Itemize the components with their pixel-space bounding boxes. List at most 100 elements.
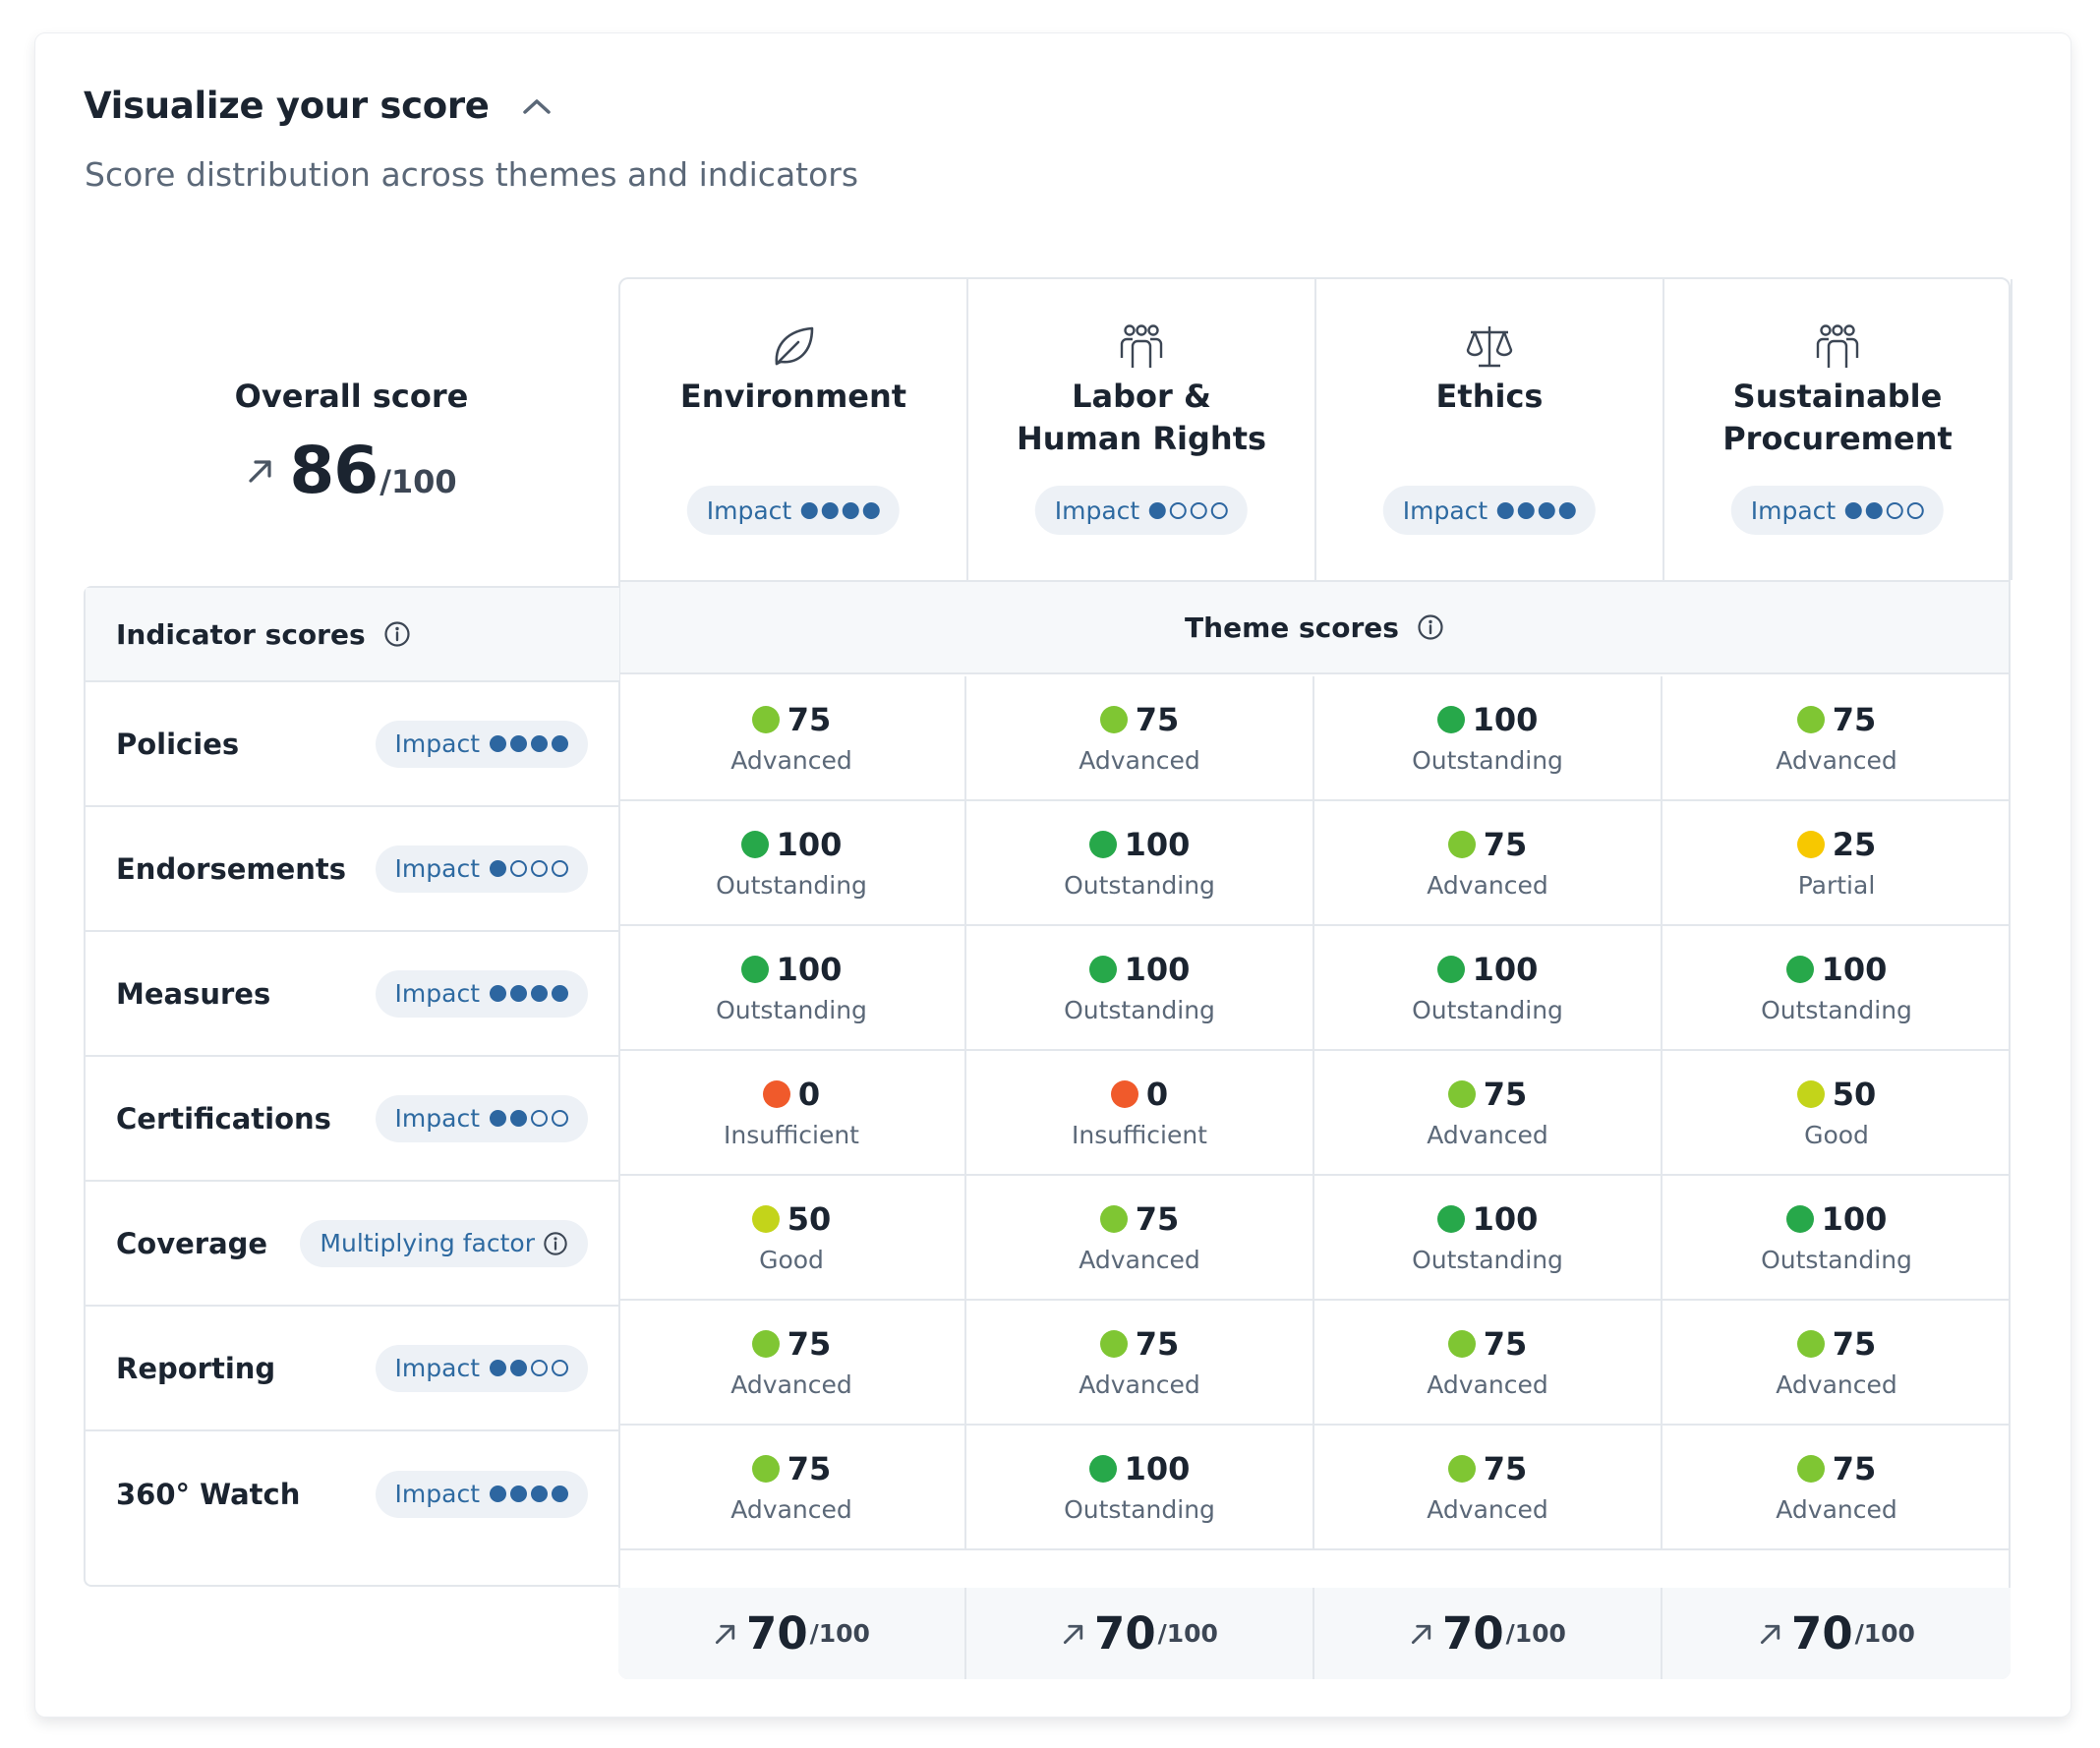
score-value: 75 <box>1832 1325 1877 1363</box>
score-cell: 50 Good <box>618 1176 966 1299</box>
score-label: Good <box>759 1246 824 1274</box>
indicator-impact-pill: Impact <box>375 1344 588 1392</box>
status-dot <box>1088 1455 1117 1483</box>
score-value: 75 <box>1135 1325 1180 1363</box>
info-icon[interactable] <box>543 1231 568 1256</box>
status-dot <box>1447 1455 1476 1483</box>
score-cell: 75 Advanced <box>1662 676 2011 799</box>
impact-dot <box>1539 501 1556 519</box>
indicator-name: Measures <box>116 976 271 1011</box>
impact-dot <box>552 985 568 1002</box>
score-value: 100 <box>1472 951 1539 988</box>
impact-dot <box>531 1110 548 1127</box>
indicator-row: Measures Impact <box>86 932 619 1057</box>
score-cell: 100 Outstanding <box>1314 676 1662 799</box>
score-value: 75 <box>1135 701 1180 738</box>
score-cell: 0 Insufficient <box>966 1051 1314 1174</box>
impact-dot <box>531 1486 548 1502</box>
status-dot <box>751 1205 780 1233</box>
indicator-impact-pill: Impact <box>375 1094 588 1142</box>
theme-total-score: 70/100 <box>1662 1588 2011 1679</box>
collapse-chevron-up-icon[interactable] <box>517 87 556 126</box>
impact-dot <box>822 501 840 519</box>
status-dot <box>762 1080 790 1108</box>
indicator-row: Reporting Impact <box>86 1307 619 1431</box>
overall-score-label: Overall score <box>234 378 469 415</box>
status-dot <box>751 706 780 733</box>
score-value: 75 <box>787 1325 832 1363</box>
arrow-up-right-icon <box>1758 1621 1783 1647</box>
score-value: 75 <box>1483 1450 1528 1487</box>
impact-dots <box>490 860 568 877</box>
status-dot <box>740 956 769 983</box>
impact-dots <box>801 501 881 519</box>
theme-name: Ethics <box>1435 378 1544 415</box>
indicator-name: 360° Watch <box>116 1477 301 1511</box>
score-cell: 100 Outstanding <box>618 926 966 1049</box>
impact-dot <box>552 1360 568 1376</box>
score-cell: 75 Advanced <box>1314 1051 1662 1174</box>
score-value: 100 <box>1124 1450 1191 1487</box>
score-label: Outstanding <box>1064 1495 1215 1524</box>
score-row: 100 Outstanding 100 Outstanding 100 Outstandi… <box>618 926 2011 1051</box>
impact-dot <box>1887 501 1904 519</box>
score-cell: 75 Advanced <box>1314 1426 1662 1548</box>
impact-dot <box>510 985 527 1002</box>
status-dot <box>1099 1330 1128 1358</box>
impact-dot <box>531 985 548 1002</box>
impact-dot <box>490 735 506 752</box>
status-dot <box>1796 1330 1825 1358</box>
score-cell: 75 Advanced <box>1314 1301 1662 1424</box>
indicator-impact-pill: Impact <box>375 969 588 1018</box>
status-dot <box>1796 1455 1825 1483</box>
score-row: 75 Advanced 75 Advanced 75 Advanced 75 Advanced <box>618 1301 2011 1426</box>
impact-dot <box>801 501 819 519</box>
status-dot <box>1447 1080 1476 1108</box>
indicator-row: Coverage Multiplying factor <box>86 1182 619 1307</box>
card-subtitle: Score distribution across themes and ind… <box>85 155 859 194</box>
indicators-table: Indicator scores Policies Impact Endorseme… <box>84 586 619 1587</box>
score-value: 100 <box>1821 1200 1888 1238</box>
info-icon[interactable] <box>383 620 411 648</box>
score-row: 50 Good 75 Advanced 100 Outstanding 100 Outstan… <box>618 1176 2011 1301</box>
score-cell: 75 Advanced <box>1662 1301 2011 1424</box>
score-cell: 0 Insufficient <box>618 1051 966 1174</box>
arrow-up-right-icon <box>713 1621 738 1647</box>
status-dot <box>751 1330 780 1358</box>
score-cell: 75 Advanced <box>1662 1426 2011 1548</box>
impact-dot <box>1559 501 1577 519</box>
indicator-name: Certifications <box>116 1101 331 1136</box>
overall-score: Overall score 86 /100 <box>84 378 619 508</box>
impact-dots <box>1149 501 1229 519</box>
impact-dots <box>490 1360 568 1376</box>
impact-dot <box>510 860 527 877</box>
theme-name: Sustainable Procurement <box>1722 378 1953 457</box>
theme-column: Ethics Impact <box>1316 279 1664 580</box>
impact-dot <box>1497 501 1515 519</box>
score-label: Advanced <box>1427 1370 1548 1399</box>
indicator-impact-pill: Impact <box>375 1470 588 1518</box>
score-label: Advanced <box>1427 1495 1548 1524</box>
impact-dot <box>510 1360 527 1376</box>
score-label: Advanced <box>730 1495 852 1524</box>
score-label: Advanced <box>1079 746 1200 775</box>
card-title: Visualize your score <box>84 85 490 127</box>
score-label: Advanced <box>1427 1121 1548 1149</box>
arrow-up-right-icon <box>1061 1621 1086 1647</box>
indicator-impact-pill: Impact <box>375 845 588 893</box>
impact-dot <box>490 1110 506 1127</box>
people-group-icon <box>968 322 1314 374</box>
score-label: Outstanding <box>1064 871 1215 900</box>
theme-total-score: 70/100 <box>966 1588 1314 1679</box>
score-cell: 75 Advanced <box>1314 801 1662 924</box>
score-value: 100 <box>776 951 843 988</box>
impact-dot <box>531 860 548 877</box>
impact-dot <box>1866 501 1884 519</box>
score-cell: 100 Outstanding <box>1314 1176 1662 1299</box>
impact-dot <box>1518 501 1536 519</box>
info-icon[interactable] <box>1417 613 1444 641</box>
score-cell: 100 Outstanding <box>1662 926 2011 1049</box>
impact-dot <box>1149 501 1167 519</box>
status-dot <box>1796 706 1825 733</box>
indicator-impact-pill: Impact <box>375 720 588 768</box>
